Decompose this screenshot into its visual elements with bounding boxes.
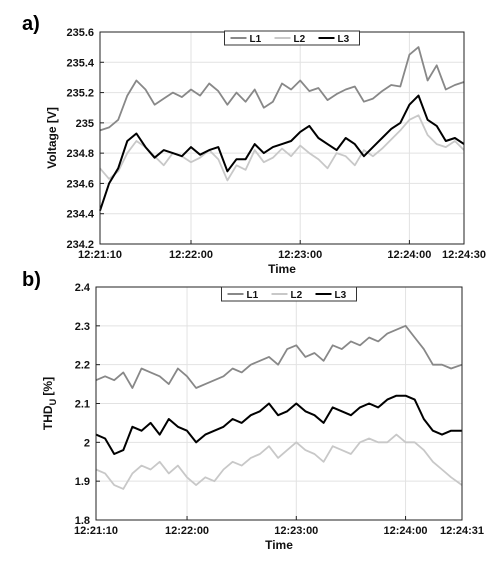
- legend: L1 L2 L3: [224, 30, 360, 46]
- x-tick-label: 12:24:31: [440, 525, 484, 537]
- series-line-l1: [99, 46, 465, 132]
- legend-label-l2: L2: [294, 34, 306, 45]
- legend: L1 L2 L3: [221, 286, 357, 302]
- x-axis-label: Time: [268, 262, 296, 276]
- y-tick-label: 2.1: [75, 399, 90, 411]
- y-tick-label: 235.2: [66, 88, 94, 100]
- panel-label: b): [22, 269, 41, 291]
- y-tick-label: 2.3: [75, 321, 90, 333]
- legend-box: [224, 30, 360, 46]
- x-tick-label: 12:22:00: [169, 249, 213, 261]
- legend-label-l3: L3: [338, 34, 350, 45]
- x-tick-label: 12:22:00: [165, 525, 209, 537]
- legend-box: [221, 286, 357, 302]
- x-tick-label: 12:21:10: [74, 525, 118, 537]
- y-tick-label: 2.2: [75, 360, 90, 372]
- series-line-l3: [95, 394, 462, 455]
- y-tick-label: 234.4: [66, 209, 94, 221]
- x-tick-label: 12:23:00: [278, 249, 322, 261]
- legend-label-l3: L3: [335, 290, 347, 301]
- legend-label-l1: L1: [247, 290, 259, 301]
- y-tick-label: 2.4: [75, 282, 91, 294]
- y-tick-label: 235.6: [66, 27, 94, 39]
- legend-label-l1: L1: [250, 34, 262, 45]
- y-tick-label: 235.4: [66, 57, 94, 69]
- x-tick-label: 12:24:00: [384, 525, 428, 537]
- y-tick-label: 1.9: [75, 476, 90, 488]
- series-line-l1: [95, 324, 463, 389]
- x-tick-label: 12:24:00: [387, 249, 431, 261]
- y-tick-label: 235: [76, 118, 94, 130]
- y-tick-label: 1.8: [75, 515, 90, 527]
- y-tick-label: 234.2: [66, 239, 94, 251]
- chart-panel-a: a) 234.2 234.4 234.6 234.8 235 235.2 235.4 235.6…: [22, 13, 486, 276]
- y-axis-label: Voltage [V]: [45, 107, 59, 169]
- y-tick-label: 2: [84, 437, 90, 449]
- x-axis-label: Time: [265, 538, 293, 552]
- x-tick-label: 12:23:00: [274, 525, 318, 537]
- series-line-l2: [95, 433, 463, 490]
- panel-label: a): [22, 13, 40, 35]
- series-line-l3: [99, 94, 465, 212]
- y-tick-label: 234.8: [66, 148, 94, 160]
- series-line-l2: [99, 114, 465, 182]
- y-axis-label: THDU [%]: [41, 377, 58, 430]
- y-tick-label: 234.6: [66, 178, 94, 190]
- x-tick-label: 12:21:10: [78, 249, 122, 261]
- x-tick-label: 12:24:30: [442, 249, 486, 261]
- legend-label-l2: L2: [291, 290, 303, 301]
- chart-panel-b: b) 1.8 1.9 2 2.1 2.2 2.3 2.4 12:21:10 12:22:00 12:…: [22, 269, 484, 552]
